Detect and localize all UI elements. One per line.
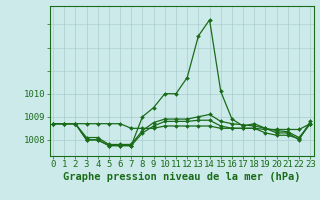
X-axis label: Graphe pression niveau de la mer (hPa): Graphe pression niveau de la mer (hPa) [63,172,300,182]
